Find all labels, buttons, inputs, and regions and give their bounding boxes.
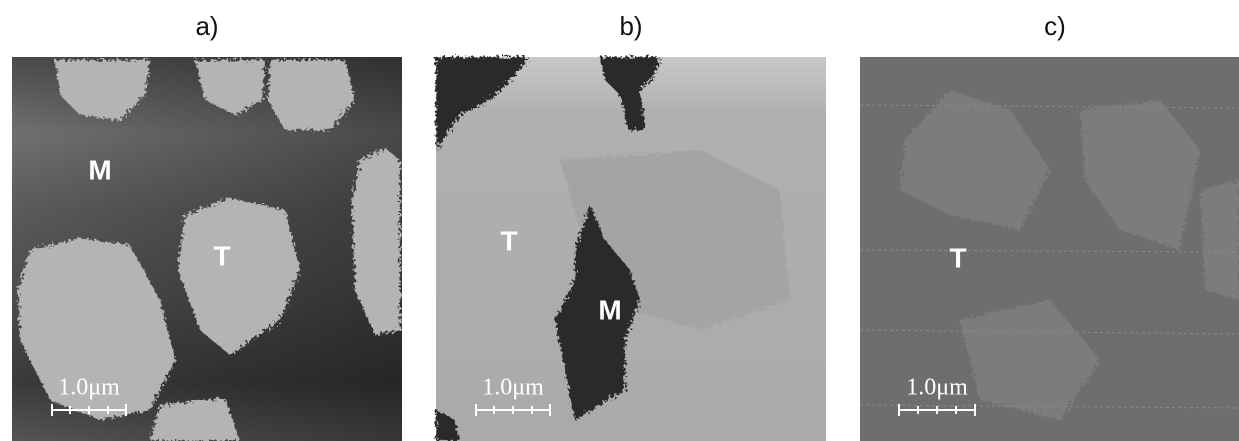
panel-label: a) xyxy=(195,11,218,41)
panel-a: a) M T 1.0μm xyxy=(12,11,402,441)
panel-c: c) T 1.0μm xyxy=(859,11,1239,441)
scale-bar xyxy=(475,404,551,416)
scale-bar-label: 1.0μm xyxy=(906,375,968,401)
domains xyxy=(436,57,660,441)
annotation: T xyxy=(949,242,966,273)
terraces xyxy=(900,90,1239,420)
panel-label: b) xyxy=(619,11,642,41)
panel-b: b) T M 1.0μm xyxy=(436,11,826,441)
annotation: T xyxy=(500,225,517,256)
domains xyxy=(18,60,400,441)
annotation: M xyxy=(598,294,621,325)
scale-bar-label: 1.0μm xyxy=(482,375,544,401)
annotation: T xyxy=(213,240,230,271)
scale-bar xyxy=(51,404,127,416)
scale-bar-label: 1.0μm xyxy=(58,375,120,401)
annotation: M xyxy=(88,154,111,185)
scale-bar xyxy=(898,404,976,416)
panel-label: c) xyxy=(1044,11,1066,41)
